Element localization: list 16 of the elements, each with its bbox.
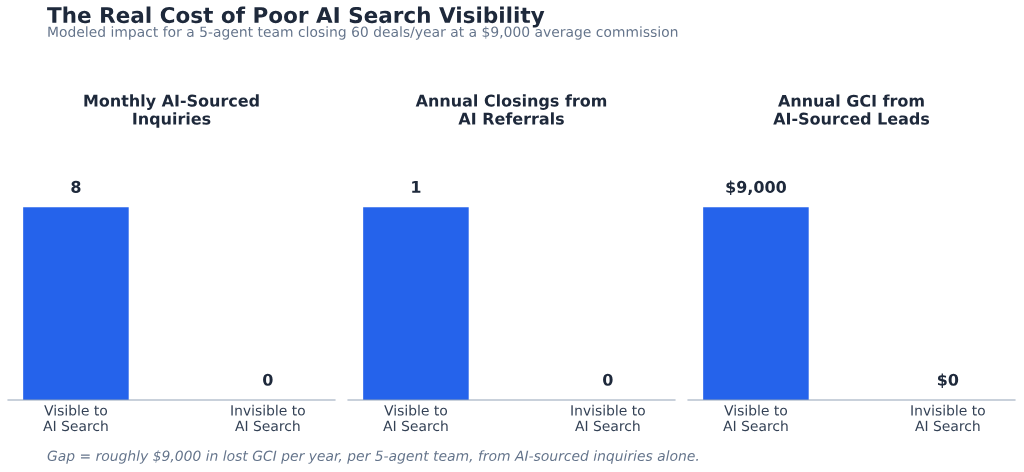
chart-title: Annual GCI from AI-Sourced Leads <box>773 94 930 125</box>
data-label: 1 <box>412 181 421 193</box>
data-label: $0 <box>937 373 959 388</box>
x-tick-label: Invisible to AI Search <box>571 404 645 432</box>
x-tick-label: Invisible to AI Search <box>911 404 985 432</box>
text: Gap = roughly $9,000 in lost GCI per year, per 5-agent team, from AI-sourced inquiries alone. <box>47 450 698 464</box>
x-tick-label: Visible to AI Search <box>723 404 788 432</box>
chart-title: Monthly AI-Sourced Inquiries <box>84 94 259 128</box>
data-label: 0 <box>263 373 273 386</box>
x-tick-label: Visible to AI Search <box>383 404 448 432</box>
chart-title: Annual Closings from AI Referrals <box>415 94 607 125</box>
data-label: $9,000 <box>726 180 786 196</box>
x-tick-label: Visible to AI Search <box>43 404 108 432</box>
data-label: 8 <box>71 180 81 193</box>
x-tick-label: Invisible to AI Search <box>231 404 305 432</box>
data-label: 0 <box>603 373 613 386</box>
